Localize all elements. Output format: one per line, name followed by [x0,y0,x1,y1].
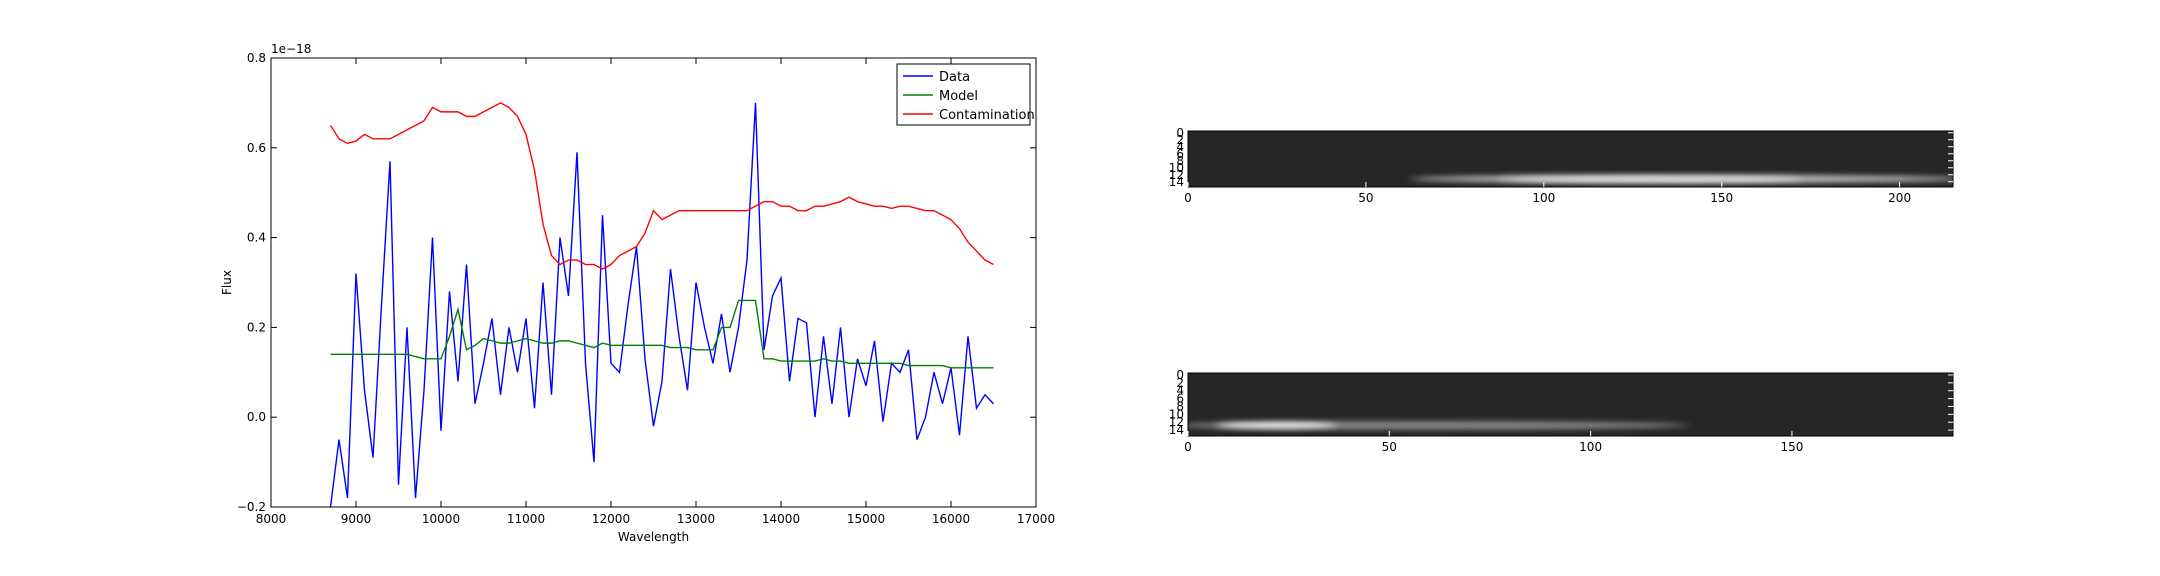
y-tick-label: 4 [1176,140,1184,154]
x-tick-label: 150 [1710,191,1733,205]
y-tick-label: 2 [1176,376,1184,390]
y-tick-label: 14 [1169,175,1184,189]
y-tick-label: 0.4 [247,231,266,245]
y-tick-label: 8 [1176,154,1184,168]
y-tick-label: 14 [1169,423,1184,437]
x-tick-label: 15000 [847,512,885,526]
image-streak [1497,176,1804,182]
y-tick-label: 4 [1176,384,1184,398]
x-tick-label: 13000 [677,512,715,526]
x-tick-label: 50 [1382,440,1397,454]
y-tick-label: 12 [1169,168,1184,182]
y-tick-label: −0.2 [237,500,266,514]
y-tick-label: 10 [1169,407,1184,421]
x-tick-label: 12000 [592,512,630,526]
x-tick-label: 17000 [1017,512,1055,526]
y-tick-label: 6 [1176,392,1184,406]
offset-label: 1e−18 [271,42,311,56]
x-tick-label: 50 [1358,191,1373,205]
image-frame [1187,372,1954,437]
y-tick-label: 0.6 [247,141,266,155]
y-tick-label: 2 [1176,133,1184,147]
x-tick-label: 150 [1780,440,1803,454]
x-tick-label: 8000 [256,512,287,526]
series-line [329,102,994,270]
y-tick-label: 0.2 [247,320,266,334]
x-axis-label: Wavelength [618,530,689,544]
series-line [329,102,995,508]
y-axis-label: Flux [220,270,234,295]
x-tick-label: 100 [1579,440,1602,454]
x-tick-label: 0 [1184,191,1192,205]
y-tick-label: 0 [1176,126,1184,140]
x-tick-label: 10000 [422,512,460,526]
legend-label: Data [939,70,970,85]
y-tick-label: 0.0 [247,410,266,424]
image [1188,131,1953,187]
image-streak [1215,422,1338,429]
legend-label: Model [939,89,978,104]
y-tick-label: 0.8 [247,51,266,65]
x-tick-label: 0 [1184,440,1192,454]
image [1188,373,1953,436]
x-tick-label: 100 [1532,191,1555,205]
x-tick-label: 14000 [762,512,800,526]
image-frame [1187,130,1954,188]
y-tick-label: 8 [1176,399,1184,413]
y-tick-label: 10 [1169,161,1184,175]
x-tick-label: 9000 [341,512,372,526]
series-line [330,299,994,369]
y-tick-label: 12 [1169,415,1184,429]
y-tick-label: 6 [1176,147,1184,161]
x-tick-label: 200 [1888,191,1911,205]
x-tick-label: 16000 [932,512,970,526]
plot-frame [270,57,1037,508]
legend-label: Contamination [939,108,1035,123]
x-tick-label: 11000 [507,512,545,526]
y-tick-label: 0 [1176,368,1184,382]
